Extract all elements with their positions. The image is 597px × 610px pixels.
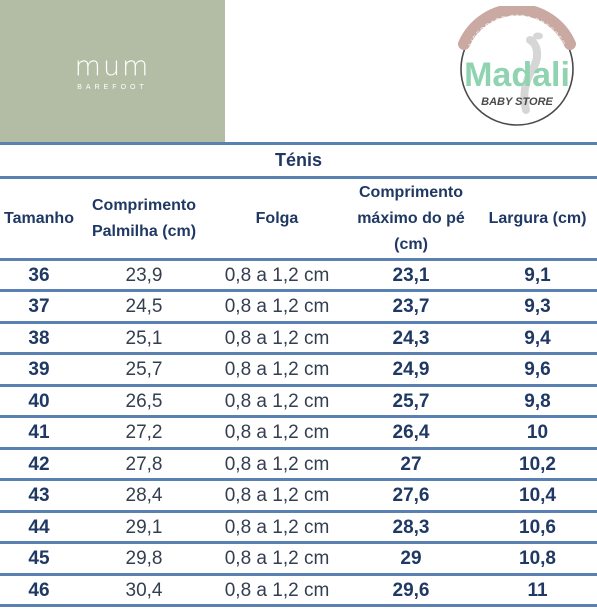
size-cell: 39 [28, 359, 50, 381]
column-header-folga: Folga [255, 209, 299, 227]
size-cell: 38 [28, 327, 50, 349]
insole-length-cell: 30,4 [125, 579, 163, 601]
allowance-cell: 0,8 a 1,2 cm [224, 327, 330, 349]
insole-length-cell: 29,8 [125, 548, 163, 570]
foot-silhouette-icon [520, 36, 541, 114]
max-foot-length-cell: 27 [400, 453, 422, 475]
mum-logo-wordmark: mum [74, 51, 151, 82]
allowance-cell: 0,8 a 1,2 cm [224, 516, 330, 538]
size-cell: 46 [28, 579, 50, 601]
table-row: 40 26,5 0,8 a 1,2 cm 25,7 9,8 [0, 383, 597, 416]
width-cell: 9,6 [524, 359, 551, 381]
column-header-tamanho: Tamanho [4, 209, 74, 227]
madali-baby-store-logo: LIBERDADE PARA CRESCER Madali BABY STORE [458, 6, 576, 126]
width-cell: 9,4 [524, 327, 551, 349]
insole-length-cell: 29,1 [125, 516, 163, 538]
width-cell: 9,8 [524, 390, 551, 412]
allowance-cell: 0,8 a 1,2 cm [224, 359, 330, 381]
table-header-row: Tamanho Comprimento Palmilha (cm) Folga … [0, 176, 597, 258]
insole-length-cell: 26,5 [125, 390, 163, 412]
table-row: 38 25,1 0,8 a 1,2 cm 24,3 9,4 [0, 320, 597, 353]
madali-logo-subtitle: BABY STORE [481, 96, 553, 108]
max-foot-length-cell: 26,4 [392, 422, 430, 444]
max-foot-length-cell: 23,7 [392, 296, 430, 318]
insole-length-cell: 24,5 [125, 296, 163, 318]
allowance-cell: 0,8 a 1,2 cm [224, 485, 330, 507]
allowance-cell: 0,8 a 1,2 cm [224, 548, 330, 570]
width-cell: 10,4 [519, 485, 556, 507]
max-foot-length-cell: 29 [400, 548, 422, 570]
table-row: 39 25,7 0,8 a 1,2 cm 24,9 9,6 [0, 352, 597, 384]
column-header-largura: Largura (cm) [488, 209, 587, 227]
width-cell: 9,1 [524, 265, 551, 286]
allowance-cell: 0,8 a 1,2 cm [224, 265, 330, 286]
insole-length-cell: 27,2 [125, 422, 163, 444]
size-cell: 37 [28, 296, 50, 318]
width-cell: 10,6 [519, 516, 556, 538]
width-cell: 11 [527, 579, 548, 601]
size-cell: 40 [28, 390, 50, 412]
insole-length-cell: 27,8 [125, 453, 163, 475]
insole-length-cell: 23,9 [125, 265, 163, 286]
allowance-cell: 0,8 a 1,2 cm [224, 390, 330, 412]
size-cell: 36 [28, 265, 50, 286]
width-cell: 10,2 [519, 453, 556, 475]
toe-icon [533, 32, 543, 40]
max-foot-length-cell: 28,3 [392, 516, 430, 538]
allowance-cell: 0,8 a 1,2 cm [224, 453, 330, 475]
table-row: 43 28,4 0,8 a 1,2 cm 27,6 10,4 [0, 478, 597, 510]
table-title: Ténis [274, 150, 322, 170]
max-foot-length-cell: 24,3 [392, 327, 430, 349]
size-cell: 44 [28, 516, 50, 538]
max-foot-length-cell: 25,7 [392, 390, 430, 412]
allowance-cell: 0,8 a 1,2 cm [224, 422, 330, 444]
size-cell: 45 [28, 548, 50, 570]
size-cell: 43 [28, 485, 50, 507]
insole-length-cell: 25,7 [125, 359, 163, 381]
table-bottom-rule [0, 604, 597, 607]
mum-barefoot-logo: mum BAREFOOT [0, 52, 225, 92]
insole-length-cell: 25,1 [125, 327, 163, 349]
max-foot-length-cell: 23,1 [392, 265, 430, 286]
madali-logo-wordmark: Madali [464, 56, 570, 94]
size-cell: 41 [28, 422, 50, 444]
mum-barefoot-logo-panel: mum BAREFOOT [0, 0, 225, 142]
allowance-cell: 0,8 a 1,2 cm [224, 579, 330, 601]
max-foot-length-cell: 27,6 [392, 485, 430, 507]
width-cell: 9,3 [524, 296, 551, 318]
allowance-cell: 0,8 a 1,2 cm [224, 296, 330, 318]
insole-length-cell: 28,4 [125, 485, 163, 507]
width-cell: 10 [526, 422, 549, 444]
table-row: 42 27,8 0,8 a 1,2 cm 27 10,2 [0, 446, 597, 479]
column-header-comprimento-maximo-pe: Comprimento máximo do pé (cm) [357, 183, 465, 253]
table-row: 37 24,5 0,8 a 1,2 cm 23,7 9,3 [0, 289, 597, 321]
size-cell: 42 [28, 453, 50, 475]
table-row: 45 29,8 0,8 a 1,2 cm 29 10,8 [0, 541, 597, 573]
table-title-row: Ténis [0, 142, 597, 176]
width-cell: 10,8 [519, 548, 556, 570]
brand-header: mum BAREFOOT LIBERDADE PARA CRESCER Mada… [0, 0, 597, 142]
table-row: 41 27,2 0,8 a 1,2 cm 26,4 10 [0, 415, 597, 447]
table-row: 44 29,1 0,8 a 1,2 cm 28,3 10,6 [0, 509, 597, 542]
mum-logo-tagline: BAREFOOT [77, 84, 148, 91]
table-row: 36 23,9 0,8 a 1,2 cm 23,1 9,1 [0, 258, 597, 290]
max-foot-length-cell: 24,9 [392, 359, 430, 381]
column-header-comprimento-palmilha: Comprimento Palmilha (cm) [91, 196, 197, 240]
table-row: 46 30,4 0,8 a 1,2 cm 29,6 11 [0, 572, 597, 605]
max-foot-length-cell: 29,6 [392, 579, 430, 601]
